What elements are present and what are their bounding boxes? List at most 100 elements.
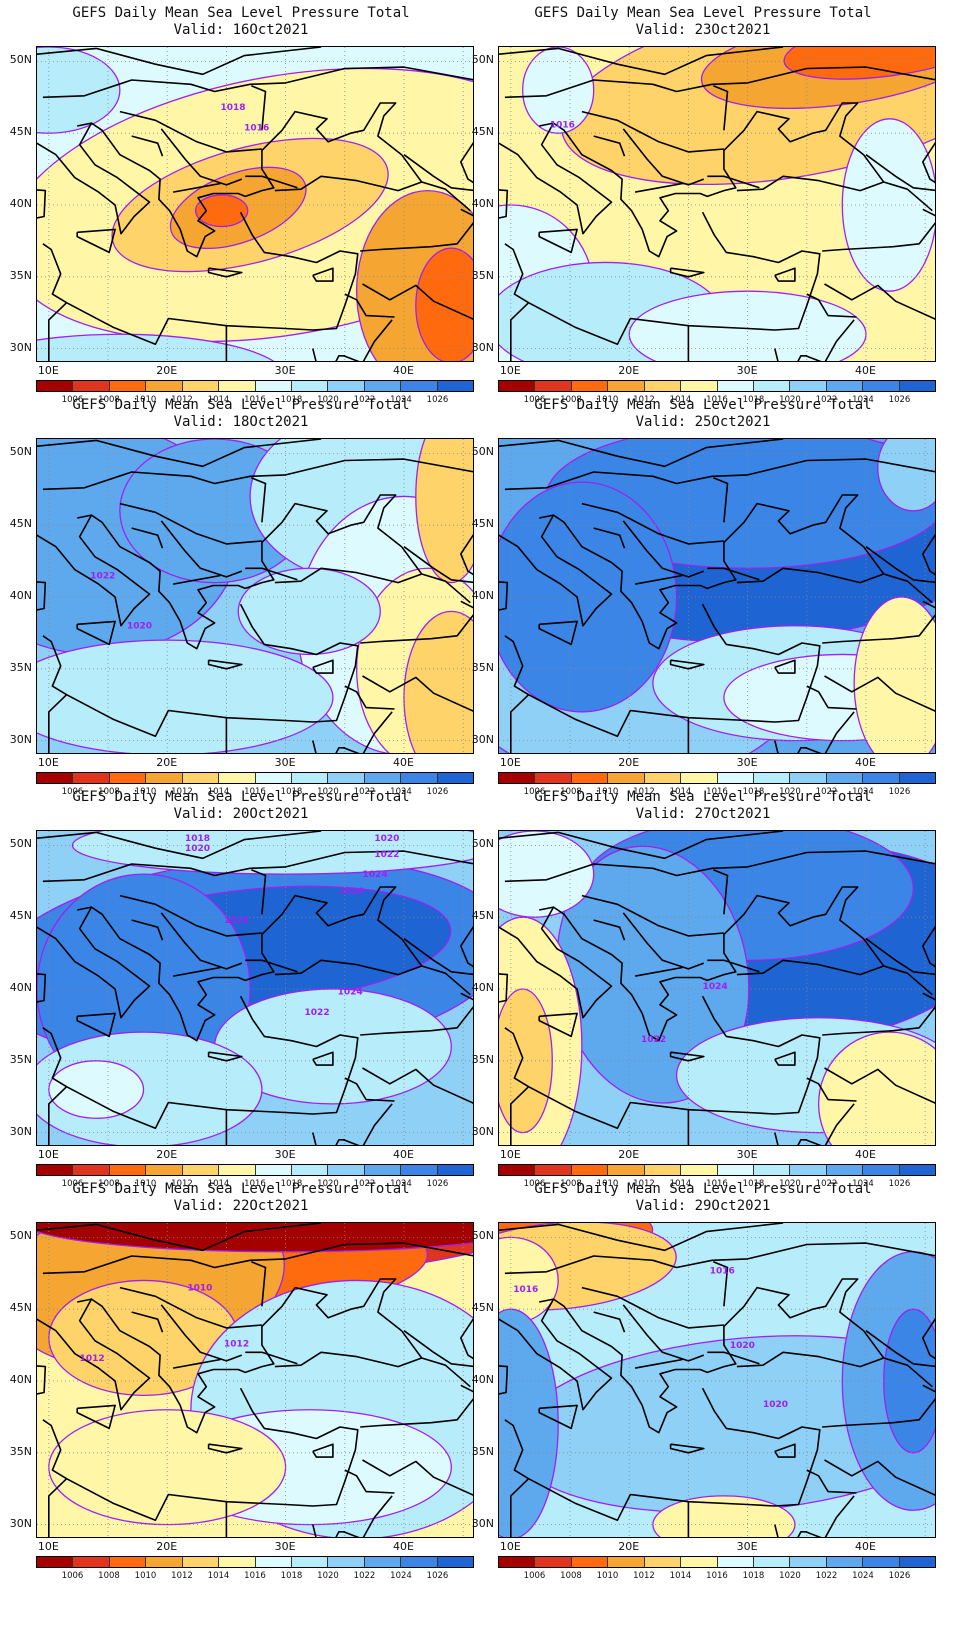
longitude-label: 30E bbox=[274, 756, 296, 769]
coastline-border bbox=[245, 567, 298, 581]
colorbar-label: 1020 bbox=[317, 1571, 339, 1581]
colorbar-swatch bbox=[863, 1165, 900, 1175]
colorbar-label: 1020 bbox=[779, 1179, 801, 1189]
longitude-label: 10E bbox=[37, 756, 59, 769]
colorbar-label: 1016 bbox=[244, 1179, 266, 1189]
coastline-border bbox=[403, 1330, 473, 1368]
coastline-border bbox=[822, 222, 935, 252]
colorbar-label: 1024 bbox=[390, 787, 412, 797]
contour-label: 1018 bbox=[220, 103, 245, 113]
coastline-border bbox=[312, 348, 345, 361]
coastline-border bbox=[360, 614, 473, 644]
coastline-border bbox=[312, 659, 334, 674]
colorbar-label: 1022 bbox=[353, 787, 376, 797]
colorbar-label: 1006 bbox=[523, 1179, 546, 1189]
colorbar-swatch bbox=[790, 1557, 827, 1567]
colorbar-swatch bbox=[608, 1165, 645, 1175]
panel-title: GEFS Daily Mean Sea Level Pressure Total bbox=[72, 5, 410, 21]
isobar-region bbox=[37, 47, 121, 134]
coastline-border bbox=[713, 85, 729, 131]
isobar-region bbox=[817, 1031, 935, 1145]
longitude-label: 30E bbox=[736, 1540, 758, 1553]
coastline-border bbox=[344, 685, 395, 710]
coastline-border bbox=[504, 850, 935, 883]
colorbar-label: 1026 bbox=[888, 1179, 911, 1189]
longitude-label: 10E bbox=[37, 1148, 59, 1161]
colorbar-label: 1020 bbox=[779, 1571, 801, 1581]
isobar-region bbox=[37, 333, 275, 361]
map-panel-5: GEFS Daily Mean Sea Level Pressure Total… bbox=[0, 784, 482, 1194]
colorbar-swatch bbox=[364, 381, 402, 391]
longitude-label: 40E bbox=[392, 364, 414, 377]
coastline-border bbox=[344, 293, 395, 318]
colorbar-swatch bbox=[571, 1165, 609, 1175]
coastline-border bbox=[131, 527, 164, 549]
colorbar-label: 1026 bbox=[426, 1179, 449, 1189]
coastline-border bbox=[774, 1443, 796, 1458]
coastline-border bbox=[581, 894, 724, 937]
coastline-border bbox=[131, 919, 164, 941]
colorbar-swatch bbox=[219, 1165, 256, 1175]
panel-valid-date: Valid: 18Oct2021 bbox=[173, 414, 309, 430]
latitude-label: 35N bbox=[9, 660, 32, 674]
coastline-border bbox=[119, 502, 262, 545]
colorbar-swatch bbox=[364, 1557, 402, 1567]
contour-label: 1024 bbox=[338, 988, 363, 998]
colorbar-label: 1008 bbox=[560, 787, 582, 797]
coastline-border bbox=[865, 1330, 935, 1368]
coastline-border bbox=[460, 1384, 473, 1393]
colorbar-label: 1026 bbox=[426, 1571, 449, 1581]
pressure-map bbox=[498, 438, 936, 754]
coastline-border bbox=[251, 869, 267, 915]
colorbar-label: 1024 bbox=[852, 1571, 874, 1581]
contour-label: 1016 bbox=[244, 123, 269, 133]
map-panel-1: GEFS Daily Mean Sea Level Pressure Total… bbox=[0, 0, 482, 410]
colorbar-label: 1014 bbox=[669, 1179, 692, 1189]
coastline-border bbox=[251, 477, 267, 523]
map-panel-2: GEFS Daily Mean Sea Level Pressure Total… bbox=[462, 0, 944, 410]
colorbar-label: 1016 bbox=[244, 1571, 266, 1581]
colorbar-swatch bbox=[717, 773, 754, 783]
longitude-label: 10E bbox=[499, 1148, 521, 1161]
coastline-border bbox=[48, 1478, 68, 1537]
latitude-label: 35N bbox=[9, 1052, 32, 1066]
colorbar-swatch bbox=[437, 773, 474, 783]
pressure-colorbar bbox=[498, 1164, 936, 1176]
pressure-colorbar bbox=[498, 1556, 936, 1568]
colorbar-swatch bbox=[535, 773, 572, 783]
colorbar-label: 1006 bbox=[61, 1179, 84, 1189]
latitude-label: 30N bbox=[9, 1516, 32, 1530]
latitude-label: 40N bbox=[9, 1373, 32, 1386]
coastline-border bbox=[459, 533, 473, 576]
coastline-border bbox=[42, 850, 473, 883]
coastline-border bbox=[774, 740, 807, 753]
latitude-label: 30N bbox=[9, 1124, 32, 1138]
latitude-label: 50N bbox=[471, 53, 494, 67]
coastline-border bbox=[37, 581, 47, 611]
coastline-border bbox=[48, 694, 68, 753]
colorbar-label: 1016 bbox=[706, 787, 728, 797]
coastline-border bbox=[421, 181, 471, 212]
map-panel-4: GEFS Daily Mean Sea Level Pressure Total… bbox=[462, 392, 944, 802]
colorbar-swatch bbox=[109, 773, 147, 783]
latitude-label: 30N bbox=[471, 732, 494, 746]
contour-label: 1016 bbox=[710, 1266, 735, 1276]
latitude-label: 45N bbox=[9, 909, 32, 923]
colorbar-swatch bbox=[899, 1557, 936, 1567]
colorbar-label: 1012 bbox=[171, 395, 193, 405]
coastline-border bbox=[634, 574, 683, 585]
colorbar-swatch bbox=[255, 1557, 292, 1567]
coastline-border bbox=[37, 439, 322, 468]
colorbar-label: 1018 bbox=[280, 1571, 303, 1581]
coastline-border bbox=[774, 1524, 807, 1537]
colorbar-label: 1012 bbox=[633, 1179, 655, 1189]
coastline-border bbox=[774, 348, 807, 361]
colorbar-label: 1008 bbox=[98, 395, 120, 405]
latitude-label: 35N bbox=[471, 1444, 494, 1458]
coastline-border bbox=[76, 1012, 116, 1038]
colorbar-swatch bbox=[182, 1165, 220, 1175]
coastline-border bbox=[48, 302, 68, 361]
coastline-border bbox=[37, 906, 151, 1019]
colorbar-swatch bbox=[753, 1165, 791, 1175]
coastline-border bbox=[581, 110, 724, 153]
